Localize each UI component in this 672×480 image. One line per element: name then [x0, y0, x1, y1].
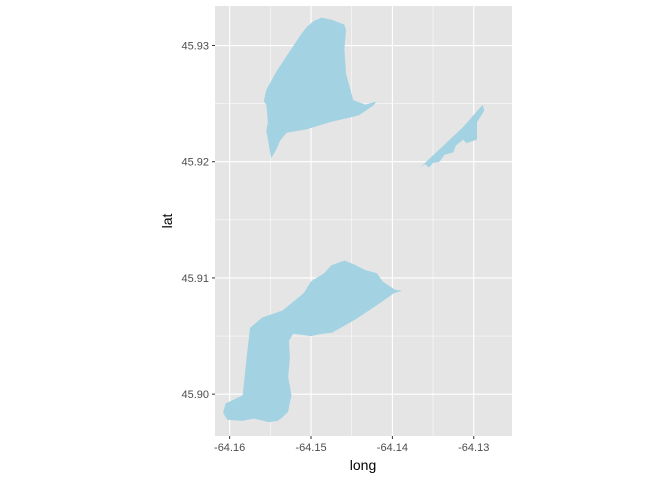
x-tick-label: -64.14 — [377, 442, 408, 454]
lake-north-east-lake — [419, 104, 485, 169]
x-tick-label: -64.13 — [458, 442, 489, 454]
y-axis-title: lat — [159, 214, 175, 229]
y-tick-label: 45.92 — [181, 157, 209, 169]
axis-ticks: -64.16 -64.15 -64.14 -64.13 45.90 45.91 45.92 4… — [181, 41, 489, 454]
lake-south-lake — [223, 260, 403, 423]
lake-north-west-lake — [263, 17, 377, 159]
y-tick-label: 45.93 — [181, 41, 209, 53]
x-axis-title: long — [350, 457, 376, 473]
x-tick-label: -64.16 — [214, 442, 245, 454]
x-tick-label: -64.15 — [295, 442, 326, 454]
y-tick-label: 45.91 — [181, 273, 209, 285]
y-tick-label: 45.90 — [181, 389, 209, 401]
lake-polygons — [223, 17, 485, 423]
